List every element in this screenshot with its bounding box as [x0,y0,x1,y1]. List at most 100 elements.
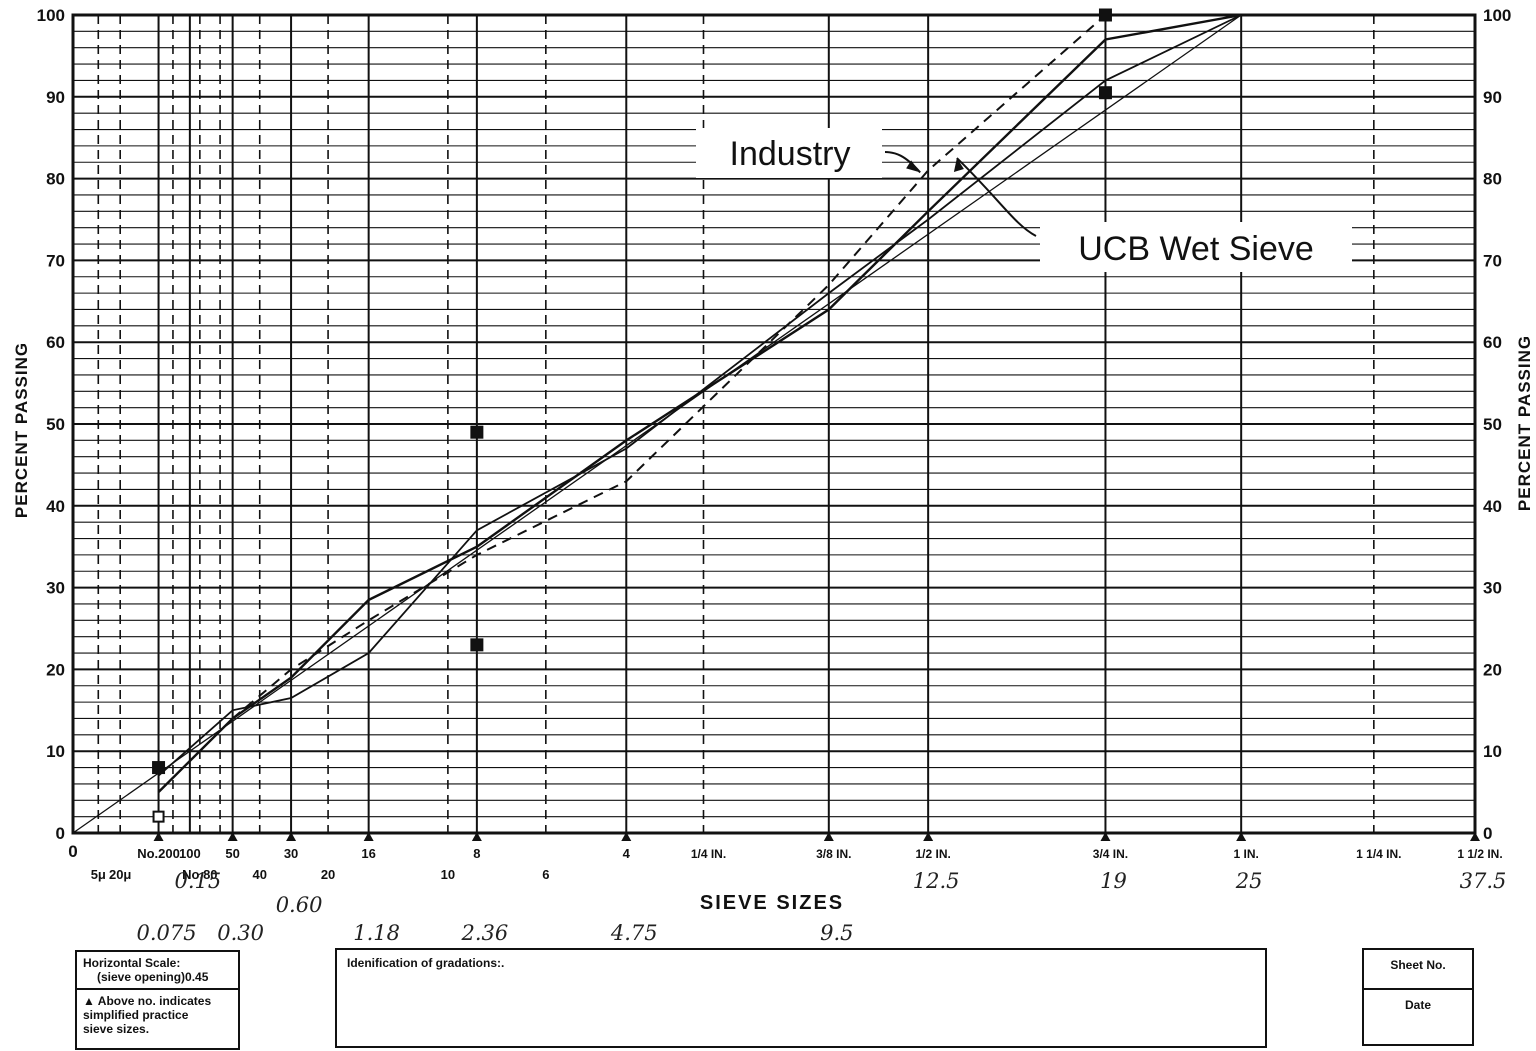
note-line1-text: Above no. indicates [97,994,212,1008]
sieve-label: 1/4 IN. [691,847,726,861]
triangle-icon: ▲ [83,994,95,1008]
y-tick-label-right: 40 [1483,497,1502,516]
sieve-triangle-icon [153,832,164,841]
handwritten-size-label: 25 [1235,869,1263,893]
handwritten-size-label: 0.15 [174,869,221,893]
sheet-date-box: Sheet No. Date [1362,948,1474,1046]
scale-line1: Horizontal Scale: [83,956,181,970]
ucb-arrowhead-icon [953,158,964,173]
y-tick-label-left: 0 [56,824,65,843]
x-axis-sieve-labels: 0 No.200 100 50 30 16 8 4 1/4 IN. 3/8 IN. 1/2 IN. 3… [68,832,1506,945]
sheet-no-label: Sheet No. [1390,958,1446,972]
series-line-dashed [231,14,1242,720]
y-tick-label-right: 50 [1483,415,1502,434]
sieve-label: 8 [473,846,480,861]
sieve-label: 3/4 IN. [1093,847,1128,861]
scale-line2-text: (sieve opening) [97,970,186,984]
series-line-solid-lower [157,14,1242,777]
sieve-label-row2: 20 [321,867,335,882]
y-tick-label-right: 80 [1483,170,1502,189]
y-tick-label-right: 70 [1483,251,1502,270]
scale-value: 0.45 [185,970,209,984]
filled-square-marker [1098,86,1112,100]
y-tick-label-right: 90 [1483,88,1502,107]
gradation-series [72,13,1242,834]
sieve-triangle-icon [1100,832,1111,841]
identification-label: Idenification of gradations:. [347,956,505,970]
sieve-label-row2: 6 [542,867,549,882]
sieve-label-row2: 10 [441,867,455,882]
sieve-label-row2: 40 [252,867,266,882]
sieve-label: 1 1/4 IN. [1356,847,1401,861]
handwritten-size-label: 37.5 [1460,869,1507,893]
scale-section: Horizontal Scale: (sieve opening)0.45 [77,952,238,990]
sieve-label: 30 [284,846,298,861]
industry-arrowhead-icon [906,160,921,173]
handwritten-size-label: 4.75 [610,921,658,945]
filled-square-marker [152,761,166,775]
date-label: Date [1404,998,1431,1012]
sieve-label: 3/8 IN. [816,847,851,861]
sieve-label: 50 [225,846,239,861]
y-tick-label-left: 40 [46,497,65,516]
sieve-triangle-icon [227,832,238,841]
filled-square-marker [470,425,484,439]
y-tick-label-right: 100 [1483,6,1511,25]
sieve-triangle-icon [1236,832,1247,841]
sieve-triangle-icon [286,832,297,841]
y-tick-label-left: 10 [46,742,65,761]
handwritten-size-label: 9.5 [820,921,853,945]
sieve-label: 1 IN. [1234,847,1259,861]
sieve-triangle-icon [471,832,482,841]
y-tick-label-left: 100 [37,6,65,25]
identification-box: Idenification of gradations:. [335,948,1267,1048]
y-tick-label-left: 90 [46,88,65,107]
plot-border [71,13,1477,835]
industry-label: Industry [730,135,851,173]
sieve-label: 4 [623,846,631,861]
y-tick-label-left: 70 [46,251,65,270]
handwritten-size-label: 2.36 [460,921,508,945]
handwritten-size-label: 1.18 [353,921,400,945]
note-line1: ▲ Above no. indicates [83,994,232,1008]
y-tick-label-left: 60 [46,333,65,352]
sieve-triangle-icon [621,832,632,841]
ucb-label-background [1040,222,1352,272]
y-tick-label-right: 30 [1483,579,1502,598]
sieve-label-row2: No.80 [182,867,217,882]
note-section: ▲ Above no. indicates simplified practic… [77,990,238,1040]
y-tick-label-right: 20 [1483,660,1502,679]
open-square-marker [152,810,165,823]
handwritten-size-label: 12.5 [913,869,960,893]
sieve-label: 1/2 IN. [915,847,950,861]
y-tick-label-right: 10 [1483,742,1502,761]
sheet-section: Sheet No. [1364,950,1472,990]
note-line2: simplified practice [83,1008,189,1022]
y-tick-label-left: 50 [46,415,65,434]
handwritten-size-label: 0.60 [276,893,323,917]
handwritten-size-label: 0.075 [136,921,196,945]
series-line-solid-upper [157,13,1242,793]
y-tick-label-left: 30 [46,579,65,598]
scale-line2: (sieve opening)0.45 [83,970,232,984]
sieve-label: No.200 [137,846,180,861]
sieve-label: 16 [361,846,375,861]
y-tick-label-right: 60 [1483,333,1502,352]
y-axis-tick-labels: 0 0 10 10 20 20 30 30 40 40 50 50 60 60 70 70 80 80 90 90 10… [37,6,1512,843]
sieve-triangle-icon [923,832,934,841]
sieve-label: 100 [179,846,201,861]
data-markers [152,8,1112,823]
sieve-triangle-icon [1470,832,1480,841]
filled-square-marker [1098,8,1112,22]
ucb-arrow [956,157,1037,237]
horizontal-scale-box: Horizontal Scale: (sieve opening)0.45 ▲ … [75,950,240,1050]
handwritten-size-label: 19 [1100,869,1127,893]
y-axis-title-right: PERCENT PASSING [1515,335,1534,511]
handwritten-size-label: 0.30 [217,921,264,945]
industry-label-background [696,128,882,178]
filled-square-marker [470,638,484,652]
x-axis-title: SIEVE SIZES [700,892,844,914]
y-axis-title-left: PERCENT PASSING [12,342,31,518]
sieve-triangle-icon [363,832,374,841]
